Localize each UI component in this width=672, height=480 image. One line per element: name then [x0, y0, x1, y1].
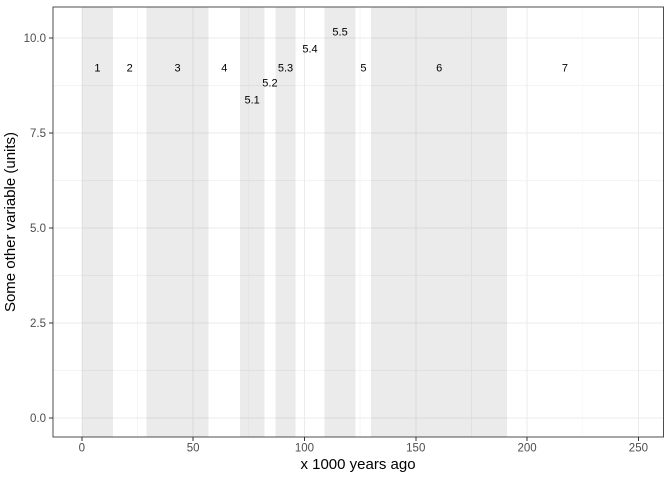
x-tick-label-250: 250 [629, 443, 648, 455]
stage-label-6: 6 [436, 62, 442, 74]
panel-border-rect [52, 6, 664, 438]
x-tick-label-200: 200 [517, 443, 536, 455]
y-axis-title: Some other variable (units) [2, 132, 19, 312]
stage-label-5.1: 5.1 [244, 95, 259, 107]
mis-band-5.3 [275, 7, 296, 437]
y-tick-label-10.0: 10.0 [24, 33, 46, 45]
axis-ticks: 0 50 100 150 200 250 0.0 2.5 5.0 7.5 10.0 [24, 33, 648, 455]
x-tick-label-0: 0 [79, 443, 85, 455]
stage-label-7: 7 [562, 62, 568, 74]
stage-label-5.4: 5.4 [302, 43, 317, 55]
mis-bands [81, 7, 508, 437]
mis-band-6 [371, 7, 508, 437]
x-tick-label-100: 100 [295, 443, 314, 455]
mis-band-5.5 [324, 7, 356, 437]
x-axis-title: x 1000 years ago [300, 456, 415, 473]
y-tick-label-0.0: 0.0 [30, 413, 46, 425]
y-tick-label-2.5: 2.5 [30, 318, 46, 330]
mis-band-1 [81, 7, 113, 437]
y-tick-label-5.0: 5.0 [30, 223, 46, 235]
mis-band-5.1 [239, 7, 265, 437]
stage-label-1: 1 [94, 62, 100, 74]
stage-label-2: 2 [127, 62, 133, 74]
panel-border [52, 6, 664, 438]
mis-band-3 [146, 7, 209, 437]
x-tick-label-150: 150 [406, 443, 425, 455]
stage-label-3: 3 [174, 62, 180, 74]
stage-labels: 1 2 3 4 5.15.25.3 5.4 5.5 5 6 7 [94, 26, 568, 106]
x-tick-label-50: 50 [187, 443, 200, 455]
stage-label-5.2: 5.2 [262, 78, 277, 90]
y-tick-label-7.5: 7.5 [30, 128, 46, 140]
stage-label-4: 4 [221, 62, 227, 74]
stage-label-5.3: 5.3 [278, 62, 293, 74]
stage-label-5: 5 [360, 62, 366, 74]
gridlines [53, 7, 664, 437]
stage-label-5.5: 5.5 [332, 26, 347, 38]
